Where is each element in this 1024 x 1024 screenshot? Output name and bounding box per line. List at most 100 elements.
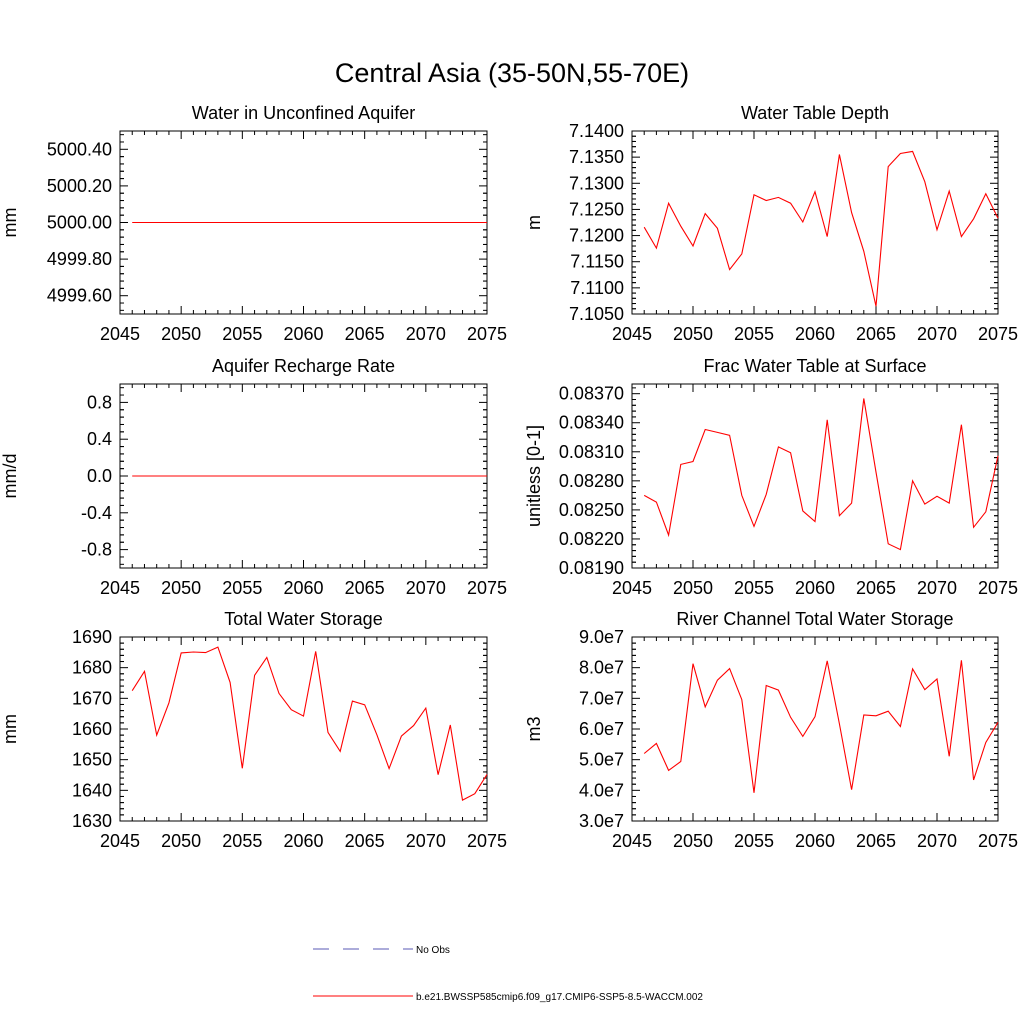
x-tick-label: 2075 bbox=[467, 831, 507, 851]
x-tick-label: 2070 bbox=[406, 578, 446, 598]
x-tick-label: 2055 bbox=[222, 578, 262, 598]
panel-title: River Channel Total Water Storage bbox=[676, 609, 953, 629]
x-tick-label: 2065 bbox=[345, 831, 385, 851]
series-line bbox=[643, 150, 999, 307]
y-tick-label: 0.08310 bbox=[559, 442, 624, 462]
plot-frame bbox=[631, 636, 999, 822]
x-tick-label: 2075 bbox=[978, 578, 1018, 598]
y-tick-label: 1680 bbox=[72, 658, 112, 678]
panel-1: Water in Unconfined Aquifer mm 2045 2050 205… bbox=[0, 103, 507, 344]
y-tick-label: -0.8 bbox=[81, 540, 112, 560]
plot-frame bbox=[631, 130, 999, 315]
y-axis-label: unitless [0-1] bbox=[524, 425, 544, 527]
x-tick-label: 2050 bbox=[161, 578, 201, 598]
y-axis-label: m3 bbox=[524, 716, 544, 741]
panel-title: Frac Water Table at Surface bbox=[703, 356, 926, 376]
x-tick-label: 2060 bbox=[283, 578, 323, 598]
y-tick-label: 1670 bbox=[72, 688, 112, 708]
y-tick-label: 4999.60 bbox=[47, 286, 112, 306]
y-tick-label: 7.1100 bbox=[570, 278, 624, 298]
x-tick-label: 2060 bbox=[283, 831, 323, 851]
y-tick-label: 5000.20 bbox=[47, 176, 112, 196]
x-tick-label: 2075 bbox=[467, 324, 507, 344]
y-tick-label: 0.08340 bbox=[559, 413, 624, 433]
x-tick-label: 2060 bbox=[795, 578, 835, 598]
y-tick-label: 0.4 bbox=[87, 429, 112, 449]
y-tick-label: 1630 bbox=[72, 811, 112, 831]
y-tick-label: 1690 bbox=[72, 627, 112, 647]
y-axis-label: m bbox=[524, 215, 544, 230]
y-tick-label: 0.0 bbox=[87, 466, 112, 486]
x-tick-label: 2070 bbox=[406, 324, 446, 344]
y-tick-label: 4999.80 bbox=[47, 249, 112, 269]
x-tick-label: 2045 bbox=[100, 831, 140, 851]
y-tick-label: 7.1050 bbox=[569, 304, 624, 324]
y-tick-label: 1640 bbox=[72, 780, 112, 800]
x-tick-label: 2050 bbox=[673, 324, 713, 344]
y-tick-label: 0.8 bbox=[87, 392, 112, 412]
x-tick-label: 2075 bbox=[978, 831, 1018, 851]
plot-frame bbox=[119, 636, 488, 822]
plot-frame bbox=[631, 383, 999, 569]
panel-3: Aquifer Recharge Rate mm/d 2045 2050 2055 206… bbox=[0, 356, 507, 598]
series-line bbox=[131, 646, 488, 801]
x-tick-label: 2045 bbox=[100, 324, 140, 344]
x-tick-label: 2055 bbox=[734, 578, 774, 598]
legend-label-no-obs: No Obs bbox=[416, 945, 450, 956]
x-tick-label: 2065 bbox=[345, 324, 385, 344]
y-tick-label: 0.08280 bbox=[559, 471, 624, 491]
legend-label-model: b.e21.BWSSP585cmip6.f09_g17.CMIP6-SSP5-8… bbox=[416, 992, 703, 1003]
x-tick-label: 2045 bbox=[612, 831, 652, 851]
x-tick-label: 2065 bbox=[856, 578, 896, 598]
x-tick-label: 2050 bbox=[161, 324, 201, 344]
y-tick-label: 7.1350 bbox=[569, 147, 624, 167]
panel-title: Water in Unconfined Aquifer bbox=[192, 103, 415, 123]
series-line bbox=[643, 660, 999, 793]
y-tick-label: 5000.00 bbox=[47, 213, 112, 233]
y-tick-label: 8.0e7 bbox=[579, 658, 624, 678]
y-tick-label: 0.08250 bbox=[559, 500, 624, 520]
y-tick-label: 0.08370 bbox=[559, 384, 624, 404]
panel-5: Total Water Storage mm 2045 2050 2055 2060 206… bbox=[0, 609, 507, 851]
panels: Water in Unconfined Aquifer mm 2045 2050 205… bbox=[0, 103, 1018, 851]
x-tick-label: 2055 bbox=[734, 324, 774, 344]
y-tick-label: 4.0e7 bbox=[579, 780, 624, 800]
y-tick-label: -0.4 bbox=[81, 503, 112, 523]
x-tick-label: 2070 bbox=[917, 324, 957, 344]
y-tick-label: 7.1250 bbox=[569, 199, 624, 219]
x-tick-label: 2070 bbox=[917, 578, 957, 598]
x-tick-label: 2045 bbox=[100, 578, 140, 598]
figure-title: Central Asia (35-50N,55-70E) bbox=[335, 58, 689, 88]
x-tick-label: 2055 bbox=[734, 831, 774, 851]
y-tick-label: 7.1150 bbox=[570, 252, 624, 272]
x-tick-label: 2070 bbox=[406, 831, 446, 851]
y-tick-label: 7.1300 bbox=[569, 173, 624, 193]
y-tick-label: 0.08220 bbox=[559, 529, 624, 549]
x-tick-label: 2050 bbox=[673, 831, 713, 851]
y-tick-label: 0.08190 bbox=[559, 558, 624, 578]
y-tick-label: 3.0e7 bbox=[579, 811, 624, 831]
y-tick-label: 6.0e7 bbox=[579, 719, 624, 739]
panel-2: Water Table Depth m 2045 2050 2055 2060 2065 20… bbox=[524, 103, 1018, 344]
series-line bbox=[643, 398, 999, 551]
x-tick-label: 2075 bbox=[467, 578, 507, 598]
x-tick-label: 2070 bbox=[917, 831, 957, 851]
x-tick-label: 2065 bbox=[345, 578, 385, 598]
x-tick-label: 2045 bbox=[612, 578, 652, 598]
x-tick-label: 2060 bbox=[283, 324, 323, 344]
panel-title: Aquifer Recharge Rate bbox=[212, 356, 395, 376]
x-tick-label: 2060 bbox=[795, 831, 835, 851]
x-tick-label: 2055 bbox=[222, 831, 262, 851]
y-tick-label: 5.0e7 bbox=[579, 750, 624, 770]
panel-title: Water Table Depth bbox=[741, 103, 889, 123]
x-tick-label: 2065 bbox=[856, 324, 896, 344]
y-tick-label: 7.0e7 bbox=[579, 688, 624, 708]
x-tick-label: 2045 bbox=[612, 324, 652, 344]
y-tick-label: 1650 bbox=[72, 750, 112, 770]
y-tick-label: 7.1400 bbox=[569, 121, 624, 141]
y-axis-label: mm/d bbox=[0, 454, 20, 499]
x-tick-label: 2075 bbox=[978, 324, 1018, 344]
legend: No Obs b.e21.BWSSP585cmip6.f09_g17.CMIP6-… bbox=[313, 945, 703, 1003]
panel-6: River Channel Total Water Storage m3 2045 2… bbox=[524, 609, 1018, 851]
